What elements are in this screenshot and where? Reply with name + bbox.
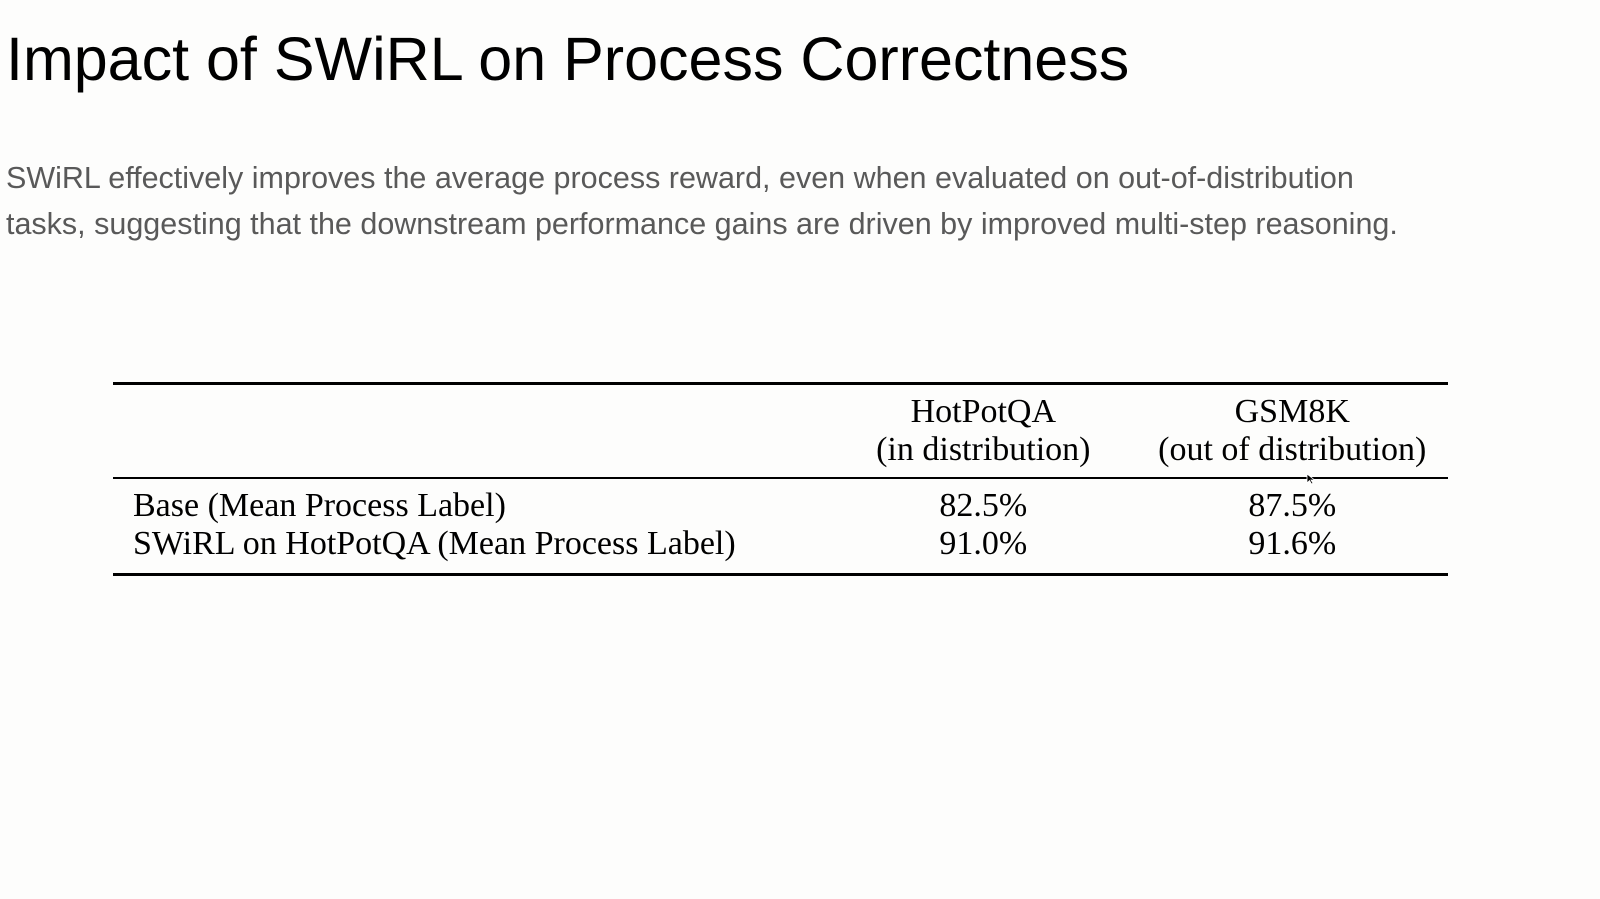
table-row: Base (Mean Process Label) 82.5% 87.5% xyxy=(113,478,1448,525)
slide-title: Impact of SWiRL on Process Correctness xyxy=(6,25,1130,93)
row-label: Base (Mean Process Label) xyxy=(133,487,506,524)
table-row: SWiRL on HotPotQA (Mean Process Label) 9… xyxy=(113,525,1448,575)
body-line-1: SWiRL effectively improves the average p… xyxy=(6,161,1354,195)
header-hotpotqa-name: HotPotQA xyxy=(910,393,1057,430)
cell-gsm8k: 91.6% xyxy=(1248,525,1337,562)
cell-gsm8k: 87.5% xyxy=(1248,487,1337,524)
header-hotpotqa: HotPotQA (in distribution) xyxy=(830,384,1136,479)
mouse-cursor-icon xyxy=(1306,473,1316,485)
body-line-2: tasks, suggesting that the downstream pe… xyxy=(6,207,1398,241)
header-empty-cell xyxy=(113,384,830,479)
row-label: SWiRL on HotPotQA (Mean Process Label) xyxy=(133,525,736,562)
table-header-row: HotPotQA (in distribution) GSM8K (out of… xyxy=(113,383,1449,479)
header-gsm8k-name: GSM8K xyxy=(1234,393,1350,430)
cell-hotpotqa: 91.0% xyxy=(939,525,1028,562)
slide-body-text: SWiRL effectively improves the average p… xyxy=(6,155,1586,247)
header-hotpotqa-note: (in distribution) xyxy=(876,431,1091,468)
cell-hotpotqa: 82.5% xyxy=(939,487,1028,524)
results-table: HotPotQA (in distribution) GSM8K (out of… xyxy=(113,382,1448,576)
header-gsm8k: GSM8K (out of distribution) xyxy=(1137,384,1449,479)
header-gsm8k-note: (out of distribution) xyxy=(1158,431,1427,468)
